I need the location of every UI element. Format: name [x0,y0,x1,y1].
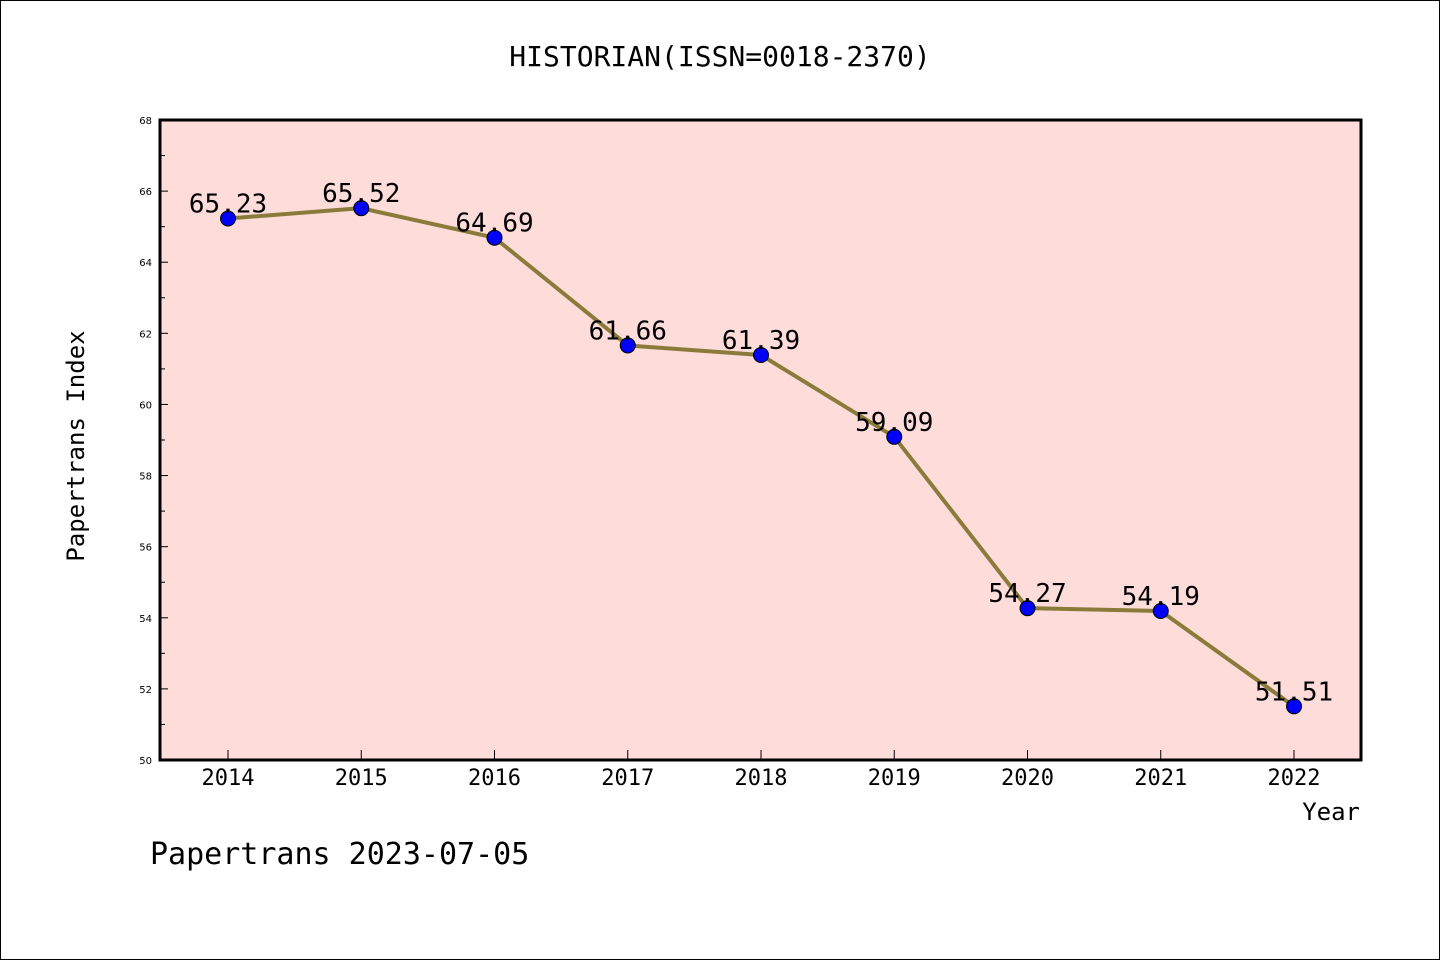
x-tick-label: 2017 [601,766,654,791]
data-label: 54.19 [1122,582,1200,612]
plot-border [158,118,1363,762]
x-tick-label: 2022 [1268,766,1321,791]
x-axis: 2014 2015 2016 2017 2018 2019 2020 2021 2022 [202,750,1321,791]
data-point [353,200,370,217]
y-tick-label: 58 [139,472,152,483]
y-tick-label: 64 [139,258,152,269]
x-tick-label: 2015 [335,766,388,791]
x-tick-label: 2019 [868,766,921,791]
y-tick-label: 50 [139,756,152,767]
x-tick-label: 2020 [1001,766,1054,791]
series-group: 65.23 65.52 64.69 61.66 61.39 59.09 54.27 54.19… [189,179,1333,715]
y-tick-label: 54 [139,614,152,625]
data-point [486,229,503,246]
data-label: 59.09 [855,408,933,438]
x-tick-label: 2021 [1134,766,1187,791]
data-point [753,347,769,364]
data-label: 65.23 [189,189,267,219]
x-tick-label: 2014 [202,766,255,791]
data-point [619,337,636,354]
data-point [1019,600,1036,617]
y-tick-label: 60 [139,400,152,411]
y-tick-label: 56 [139,543,152,554]
footer-stamp: Papertrans 2023-07-05 [150,837,529,872]
x-tick-label: 2018 [735,766,788,791]
data-label: 61.66 [589,316,667,346]
y-tick-label: 66 [139,187,152,198]
data-label: 61.39 [722,326,800,356]
y-tick-label: 52 [139,685,152,696]
data-point [886,428,903,445]
y-axis-title: Papertrans Index [62,330,90,561]
plot-area [160,120,1361,760]
data-label: 54.27 [988,579,1066,609]
data-point [220,210,236,227]
data-point [1286,698,1302,715]
data-label: 51.51 [1255,677,1333,707]
y-tick-label: 62 [139,329,152,340]
x-axis-title: Year [1302,798,1360,826]
data-label: 65.52 [322,179,400,209]
data-point [1152,603,1169,620]
y-tick-label: 68 [139,116,152,127]
chart-title: HISTORIAN(ISSN=0018-2370) [509,40,930,73]
x-tick-label: 2016 [468,766,521,791]
data-label: 64.69 [455,209,533,239]
